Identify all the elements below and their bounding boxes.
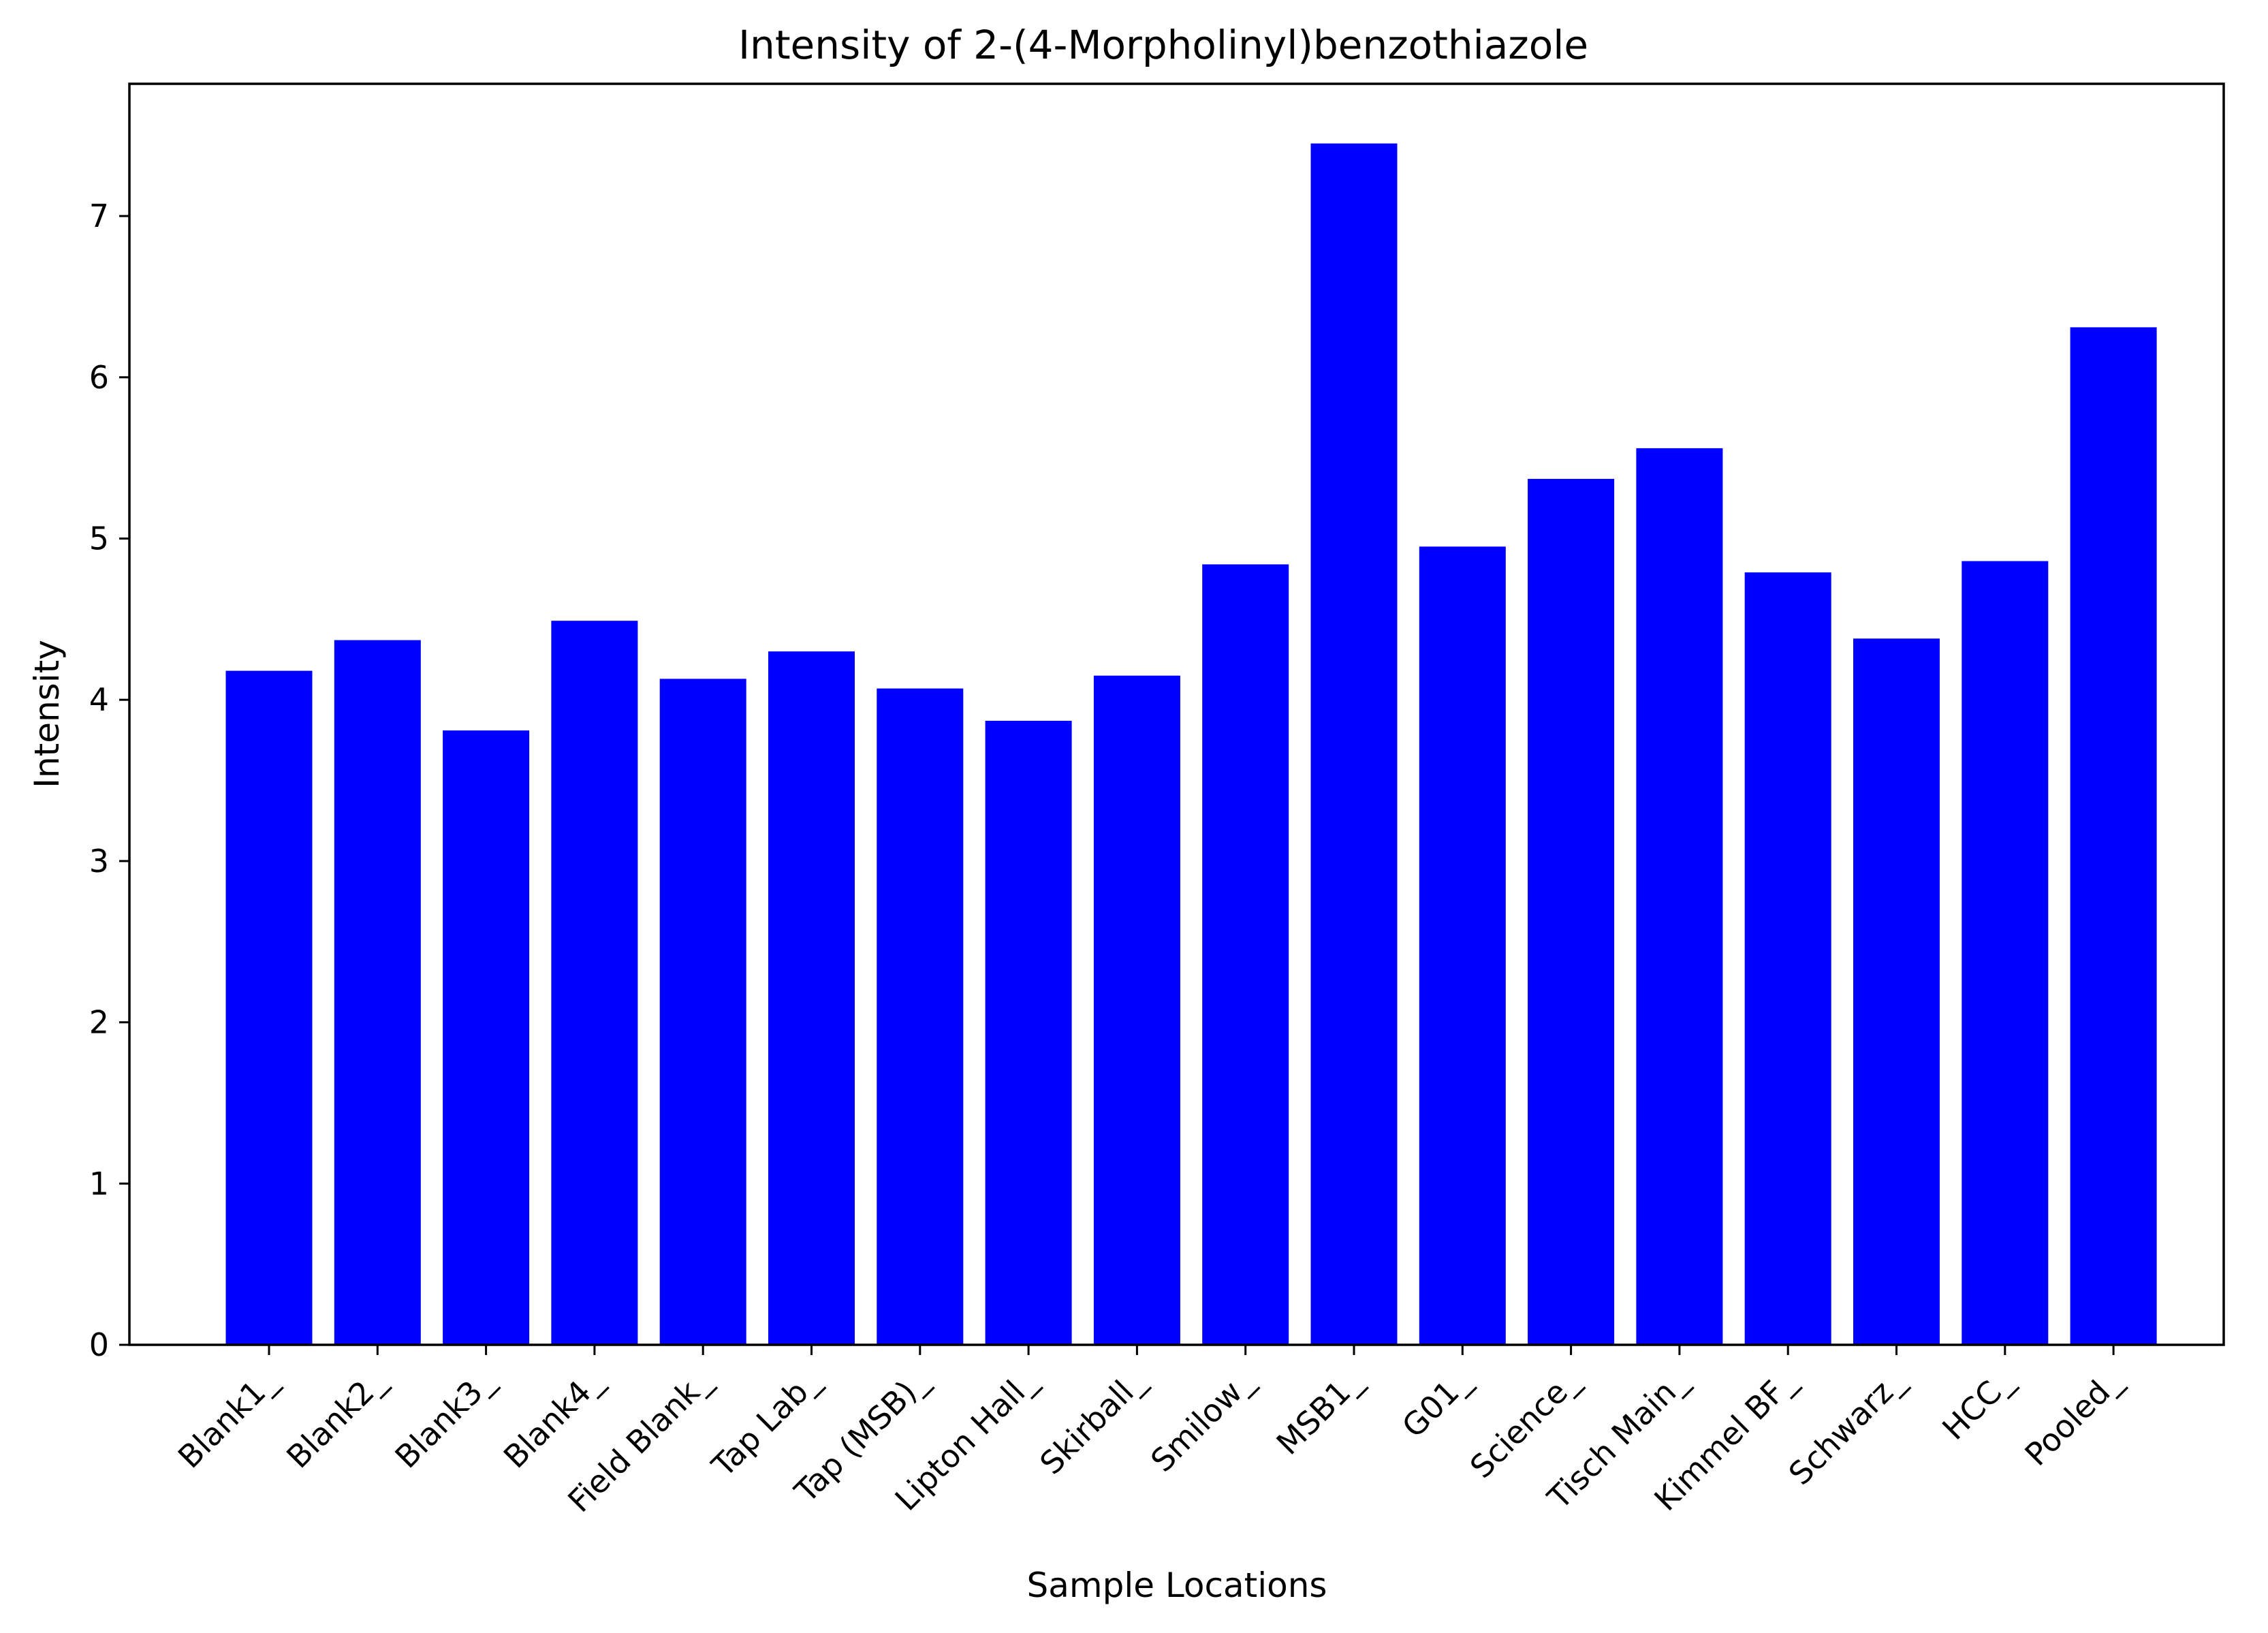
bar-13	[1636, 448, 1723, 1345]
bars	[225, 143, 2157, 1346]
chart-title: Intensity of 2-(4-Morpholinyl)benzothiaz…	[738, 22, 1588, 68]
bar-16	[1962, 561, 2049, 1345]
bar-8	[1093, 675, 1180, 1345]
bar-9	[1202, 564, 1289, 1345]
y-tick-label: 3	[89, 843, 109, 880]
y-tick-label: 5	[89, 520, 109, 557]
bar-10	[1310, 143, 1398, 1346]
bar-2	[443, 730, 530, 1345]
y-tick-label: 1	[89, 1165, 109, 1202]
bar-6	[877, 688, 964, 1345]
bar-12	[1528, 478, 1615, 1345]
x-axis-label: Sample Locations	[1027, 1566, 1327, 1605]
bar-0	[225, 670, 313, 1345]
y-axis-label: Intensity	[27, 640, 67, 788]
bar-7	[985, 721, 1072, 1345]
bar-4	[659, 679, 746, 1345]
bar-1	[334, 640, 421, 1345]
bar-11	[1419, 546, 1506, 1345]
bar-3	[551, 621, 638, 1346]
y-tick-label: 2	[89, 1004, 109, 1041]
bar-14	[1744, 572, 1831, 1346]
y-tick-label: 0	[89, 1326, 109, 1363]
bar-5	[768, 651, 855, 1345]
y-tick-label: 7	[89, 198, 109, 234]
bar-15	[1853, 638, 1940, 1345]
bar-17	[2070, 327, 2157, 1345]
y-tick-label: 4	[89, 681, 109, 718]
y-tick-label: 6	[89, 359, 109, 396]
plot-frame	[128, 82, 2225, 1346]
